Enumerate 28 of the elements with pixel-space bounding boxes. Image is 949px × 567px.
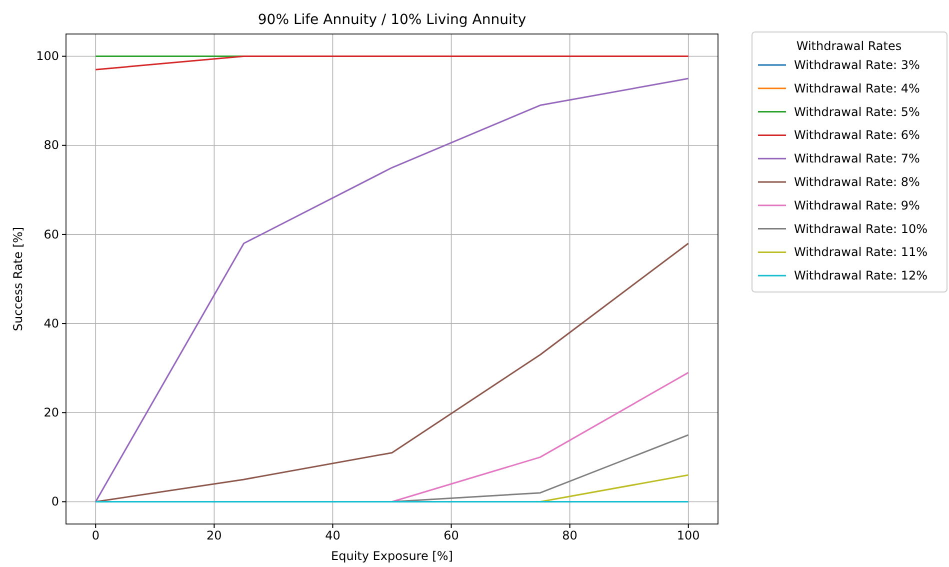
legend-label: Withdrawal Rate: 9% (794, 198, 920, 212)
legend-title: Withdrawal Rates (796, 39, 902, 53)
y-tick-label: 0 (51, 494, 59, 509)
y-axis-title: Success Rate [%] (11, 226, 25, 332)
x-tick-label: 60 (444, 528, 459, 543)
x-tick-label: 40 (325, 528, 340, 543)
x-tick-label: 80 (562, 528, 578, 543)
y-tick-label: 80 (44, 138, 59, 152)
legend-label: Withdrawal Rate: 4% (794, 81, 920, 96)
legend-label: Withdrawal Rate: 11% (794, 245, 928, 260)
y-tick-label: 60 (44, 227, 59, 242)
legend-label: Withdrawal Rate: 7% (794, 152, 920, 166)
x-tick-label: 0 (92, 528, 100, 543)
x-tick-label: 20 (206, 528, 222, 543)
legend-label: Withdrawal Rate: 8% (794, 175, 920, 189)
legend-label: Withdrawal Rate: 5% (794, 104, 920, 119)
line-series (94, 242, 690, 502)
legend-label: Withdrawal Rate: 10% (794, 222, 928, 236)
legend-label: Withdrawal Rate: 6% (794, 128, 920, 142)
y-tick-label: 40 (44, 316, 59, 330)
y-tick-label: 20 (44, 405, 59, 420)
legend-label: Withdrawal Rate: 12% (794, 268, 928, 283)
y-tick-label: 100 (36, 49, 59, 64)
line-series (94, 78, 690, 502)
chart-title: 90% Life Annuity / 10% Living Annuity (258, 12, 526, 28)
x-axis-title: Equity Exposure [%] (331, 549, 453, 563)
x-tick-label: 100 (676, 528, 700, 543)
legend-label: Withdrawal Rate: 3% (794, 58, 920, 72)
